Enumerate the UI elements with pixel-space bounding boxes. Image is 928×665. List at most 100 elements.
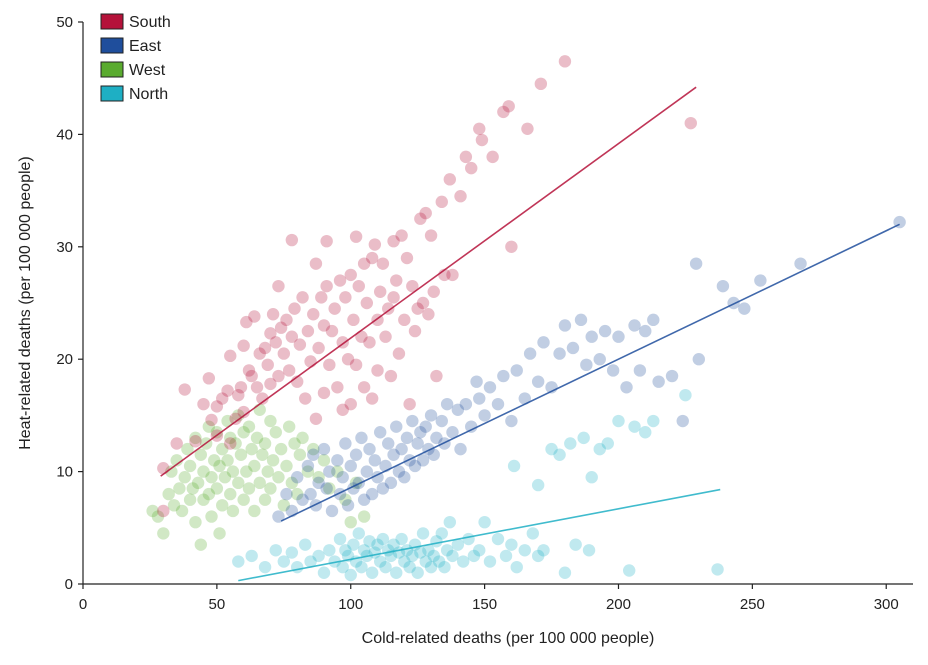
point-west	[312, 471, 325, 484]
point-east	[652, 375, 665, 388]
point-south	[312, 341, 325, 355]
point-south	[416, 296, 430, 310]
point-south	[486, 150, 499, 164]
y-tick-label: 0	[65, 576, 73, 593]
point-west	[301, 465, 315, 478]
point-east	[620, 381, 633, 394]
point-north	[601, 437, 614, 450]
point-south	[497, 105, 510, 119]
point-west	[331, 465, 344, 478]
point-east	[373, 426, 387, 439]
point-south	[368, 238, 382, 251]
point-east	[365, 487, 379, 501]
point-west	[280, 459, 293, 473]
point-east	[510, 364, 523, 377]
point-east	[454, 442, 467, 456]
point-west	[213, 527, 226, 540]
point-west	[344, 515, 357, 529]
point-north	[245, 549, 258, 563]
trend-line-north	[238, 488, 721, 582]
point-south	[309, 412, 323, 425]
point-south	[352, 279, 365, 293]
point-south	[248, 310, 261, 323]
point-west	[250, 431, 264, 445]
trend-line-south	[160, 86, 697, 477]
point-south	[384, 369, 398, 383]
point-north	[553, 448, 566, 461]
point-east	[352, 476, 365, 490]
point-east	[427, 448, 440, 461]
point-south	[323, 358, 336, 372]
point-east	[387, 448, 400, 461]
point-south	[320, 234, 333, 248]
point-east	[459, 397, 473, 411]
point-south	[269, 336, 282, 349]
point-north	[406, 549, 419, 563]
y-tick-label: 40	[56, 126, 73, 143]
point-east	[355, 431, 368, 445]
legend-swatch-east	[100, 37, 124, 54]
point-south	[398, 313, 411, 327]
y-axis-title: Heat-related deaths (per 100 000 people)	[17, 156, 34, 450]
point-south	[266, 308, 280, 321]
point-north	[390, 566, 403, 579]
point-west	[197, 465, 210, 478]
point-south	[250, 381, 264, 394]
point-north	[373, 555, 387, 568]
point-east	[606, 364, 620, 377]
point-north	[371, 538, 384, 551]
point-west	[245, 442, 258, 456]
point-north	[478, 515, 491, 529]
point-east	[325, 504, 339, 518]
series-north	[232, 388, 724, 582]
point-east	[392, 465, 406, 478]
point-south	[205, 413, 218, 427]
point-south	[684, 116, 697, 130]
point-north	[462, 532, 475, 546]
point-east	[363, 442, 376, 456]
point-west	[224, 487, 237, 501]
point-north	[333, 532, 347, 546]
x-tick-label: 50	[209, 596, 226, 613]
point-south	[390, 274, 403, 287]
point-north	[416, 527, 430, 540]
point-north	[304, 555, 317, 568]
point-south	[309, 257, 323, 270]
point-south	[234, 381, 248, 394]
point-east	[360, 465, 374, 478]
point-west	[264, 482, 277, 495]
trend-layer	[160, 86, 900, 582]
point-south	[221, 384, 234, 397]
point-south	[317, 319, 331, 332]
point-east	[491, 397, 505, 411]
point-north	[451, 538, 465, 551]
point-west	[258, 437, 272, 450]
legend-swatch-south	[100, 13, 124, 30]
point-south	[360, 296, 374, 310]
point-north	[411, 566, 424, 579]
point-east	[612, 330, 625, 343]
point-south	[256, 392, 269, 405]
point-east	[465, 420, 478, 433]
x-tick-label: 300	[874, 596, 899, 613]
point-south	[317, 386, 331, 400]
point-north	[363, 535, 376, 548]
point-north	[440, 544, 454, 557]
point-north	[443, 515, 457, 529]
point-east	[312, 476, 325, 490]
legend-swatch-north	[100, 85, 124, 102]
point-west	[213, 459, 226, 473]
point-west	[277, 499, 291, 512]
point-west	[170, 454, 183, 467]
point-south	[371, 364, 384, 377]
point-west	[226, 465, 240, 478]
point-north	[395, 532, 408, 546]
point-south	[274, 321, 288, 334]
point-east	[323, 465, 336, 478]
point-west	[210, 482, 224, 495]
point-east	[349, 448, 363, 461]
point-south	[502, 100, 515, 113]
point-east	[408, 459, 422, 473]
point-north	[569, 538, 582, 551]
point-south	[376, 257, 390, 270]
